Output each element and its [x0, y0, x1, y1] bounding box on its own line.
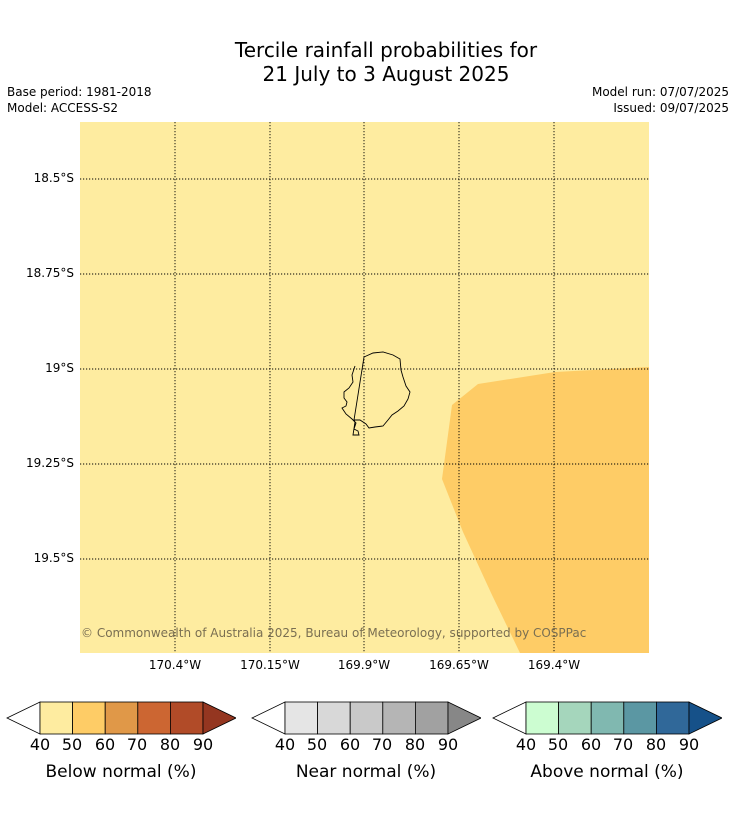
- colorbar-segment-1: [317, 701, 351, 735]
- legend-near-title: Near normal (%): [295, 762, 437, 782]
- lon-label-169-9: 169.9°W: [337, 658, 391, 672]
- base-period: Base period: 1981-2018: [7, 85, 152, 99]
- copyright-notice: © Commonwealth of Australia 2025, Bureau…: [81, 626, 587, 640]
- legend-above-tick-80: 80: [645, 735, 667, 754]
- colorbar-segment-1: [558, 701, 592, 735]
- colorbar-segment-1: [72, 701, 106, 735]
- legend-near-tick-40: 40: [274, 735, 296, 754]
- lon-label-169-4: 169.4°W: [527, 658, 581, 672]
- legend-below-tick-50: 50: [61, 735, 83, 754]
- colorbar-segment-4: [414, 701, 449, 735]
- model-run: Model run: 07/07/2025: [591, 85, 729, 99]
- meta-left: Base period: 1981-2018 Model: ACCESS-S2: [7, 84, 152, 116]
- lon-label-170-4: 170.4°W: [148, 658, 202, 672]
- legend-below-tick-90: 90: [192, 735, 214, 754]
- colorbar-segment-2: [590, 701, 625, 735]
- below-normal-50-60-region: [442, 367, 649, 653]
- colorbar-segment-4: [655, 701, 690, 735]
- legend-above-tick-50: 50: [547, 735, 569, 754]
- title-line-2: 21 July to 3 August 2025: [262, 62, 510, 86]
- legend-near-normal: 40 50 60 70 80 90 Near normal (%): [251, 700, 481, 800]
- legend-above-normal-colorbar: [492, 701, 722, 735]
- colorbar-segment-4: [169, 701, 204, 735]
- legend-below-normal-colorbar: [6, 701, 236, 735]
- lat-label-18-75: 18.75°S: [26, 266, 74, 280]
- legend-below-tick-40: 40: [29, 735, 51, 754]
- colorbar-segment-3: [382, 701, 416, 735]
- legend-above-tick-60: 60: [580, 735, 602, 754]
- legend-near-tick-80: 80: [404, 735, 426, 754]
- meta-right: Model run: 07/07/2025 Issued: 09/07/2025: [592, 84, 729, 116]
- map-title: Tercile rainfall probabilities for 21 Ju…: [0, 38, 736, 86]
- colorbar-segment-3: [623, 701, 657, 735]
- legend-near-tick-60: 60: [339, 735, 361, 754]
- graticule: [80, 122, 649, 653]
- lon-label-170-15: 170.15°W: [240, 658, 300, 672]
- colorbar-segment-2: [104, 701, 139, 735]
- legend-near-tick-50: 50: [306, 735, 328, 754]
- legend-below-title: Below normal (%): [45, 762, 197, 782]
- colorbar-max-arrow: [202, 701, 236, 735]
- legend-below-tick-70: 70: [126, 735, 148, 754]
- legend-near-tick-70: 70: [371, 735, 393, 754]
- legend-below-normal: 40 50 60 70 80 90 Below normal (%): [6, 700, 236, 800]
- legend-above-normal: 40 50 60 70 80 90 Above normal (%): [492, 700, 722, 800]
- colorbar-segment-0: [525, 701, 559, 735]
- map-canvas: [80, 122, 649, 653]
- colorbar-min-arrow: [251, 701, 286, 735]
- lat-label-19: 19°S: [45, 361, 74, 375]
- issued-date: Issued: 09/07/2025: [613, 101, 729, 115]
- legend-above-title: Above normal (%): [530, 762, 684, 782]
- title-line-1: Tercile rainfall probabilities for: [234, 38, 538, 62]
- lat-label-19-5: 19.5°S: [33, 551, 74, 565]
- colorbar-segment-0: [284, 701, 318, 735]
- legend-near-tick-90: 90: [437, 735, 459, 754]
- lat-label-18-5: 18.5°S: [33, 171, 74, 185]
- legend-above-tick-90: 90: [678, 735, 700, 754]
- legend-below-tick-60: 60: [94, 735, 116, 754]
- model-name: Model: ACCESS-S2: [7, 101, 119, 115]
- island-coastline: [341, 351, 411, 436]
- map-panel: [80, 122, 649, 653]
- colorbar-max-arrow: [688, 701, 722, 735]
- legend-above-tick-70: 70: [612, 735, 634, 754]
- colorbar-segment-2: [349, 701, 384, 735]
- lon-label-169-65: 169.65°W: [429, 658, 489, 672]
- colorbar-segment-0: [39, 701, 73, 735]
- legend-below-tick-80: 80: [159, 735, 181, 754]
- legend-above-tick-40: 40: [515, 735, 537, 754]
- colorbar-min-arrow: [6, 701, 41, 735]
- legend-near-normal-colorbar: [251, 701, 481, 735]
- lat-label-19-25: 19.25°S: [26, 456, 74, 470]
- colorbar-segment-3: [137, 701, 171, 735]
- colorbar-max-arrow: [447, 701, 481, 735]
- colorbar-min-arrow: [492, 701, 527, 735]
